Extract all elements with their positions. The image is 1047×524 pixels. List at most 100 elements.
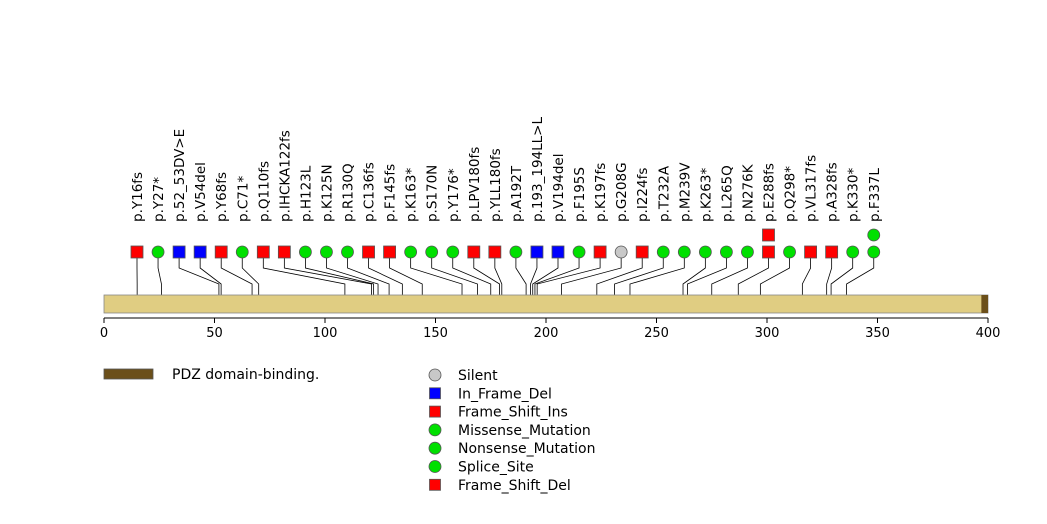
mutation-label: p.T232A: [656, 165, 672, 222]
connector-line: [846, 252, 875, 295]
legend-marker: [429, 405, 441, 418]
mutation-label: p.K330*: [846, 168, 862, 222]
mutation-label: p.Y27*: [151, 177, 167, 222]
connector-line: [561, 252, 622, 295]
mutation-marker: [698, 245, 712, 259]
mutation-marker: [404, 245, 418, 259]
mutation-label: p.L265Q: [719, 165, 735, 222]
legend-domain-label: PDZ domain-binding.: [172, 367, 319, 383]
mutation-marker: [298, 245, 312, 259]
mutation-label: p.Y176*: [446, 168, 462, 222]
x-tick-label: 50: [206, 326, 223, 341]
mutation-marker: [825, 245, 839, 259]
mutation-label: p.IHCKA122fs: [277, 130, 293, 222]
legend-marker: [428, 368, 442, 382]
mutation-marker: [741, 245, 754, 259]
x-tick-label: 150: [423, 326, 448, 341]
mutation-marker: [867, 228, 881, 242]
x-axis: 0 50 100 150 200 250 300 350 400: [100, 317, 1001, 341]
mutation-label: p.N276K: [740, 163, 756, 222]
mutation-label: p.R130Q: [341, 163, 357, 222]
mutation-marker: [172, 245, 186, 259]
mutation-marker: [488, 245, 502, 259]
mutation-label: p.C71*: [235, 176, 251, 222]
mutation-label: p.S170N: [425, 165, 441, 222]
connector-line: [534, 252, 580, 295]
x-tick-label: 0: [100, 326, 108, 341]
mutation-marker: [656, 245, 670, 259]
legend-marker: [429, 478, 441, 491]
connector-line: [304, 252, 375, 295]
connector-line: [389, 252, 423, 295]
mutation-marker: [151, 245, 165, 259]
mutation-label: p.LPV180fs: [467, 147, 483, 222]
connector-line: [536, 252, 601, 295]
mutation-marker: [509, 245, 523, 259]
mutation-marker: [846, 245, 860, 259]
connector-line: [452, 252, 492, 295]
mutation-marker: [362, 245, 375, 259]
legend-label: Silent: [458, 368, 498, 384]
mutation-marker: [446, 245, 460, 259]
mutation-label: p.V194del: [551, 154, 567, 223]
legend-marker: [429, 387, 441, 400]
connector-line: [494, 252, 503, 295]
connector-line: [347, 252, 390, 295]
mutation-labels: p.Y16fs p.Y27* p.52_53DV>E p.V54del p.Y68fs p…: [130, 117, 883, 222]
mutation-label: p.C136fs: [362, 162, 378, 222]
connector-line: [826, 252, 833, 295]
mutation-marker: [614, 245, 628, 259]
mutation-marker: [341, 245, 354, 259]
legend-label: Splice_Site: [458, 460, 534, 476]
mutation-marker: [214, 245, 228, 259]
mutation-marker: [256, 245, 270, 259]
connector-line: [368, 252, 403, 295]
connector-line: [629, 252, 685, 295]
mutation-marker: [193, 245, 207, 259]
connector-line: [596, 252, 643, 295]
connector-line: [614, 252, 664, 295]
mutation-label: p.A328fs: [825, 162, 841, 222]
connector-line: [326, 252, 379, 295]
connector-line: [431, 252, 478, 295]
connector-lines: [136, 252, 875, 295]
connector-line: [737, 252, 769, 295]
mutation-label: p.VL317fs: [804, 155, 820, 222]
mutation-marker: [130, 245, 144, 259]
connector-line: [530, 252, 538, 295]
legend-label: Frame_Shift_Ins: [458, 405, 568, 421]
mutation-marker: [277, 245, 291, 259]
mutation-marker: [383, 245, 397, 259]
protein-bar: [103, 294, 989, 314]
connector-line: [801, 252, 811, 295]
legend-label: Nonsense_Mutation: [458, 441, 595, 457]
mutation-label: p.Q298*: [783, 166, 799, 222]
mutation-label: p.193_194LL>L: [530, 117, 546, 222]
x-tick-label: 350: [865, 326, 890, 341]
mutation-marker: [551, 245, 565, 259]
mutation-label: p.Y16fs: [130, 172, 146, 222]
mutation-marker: [804, 245, 817, 259]
mutation-label: p.E288fs: [762, 163, 778, 222]
connector-line: [515, 252, 527, 295]
legend-marker: [428, 460, 442, 473]
protein-track: [103, 294, 989, 314]
mutation-label: p.Y68fs: [214, 172, 230, 222]
mutation-markers: [130, 228, 881, 259]
x-tick-label: 400: [976, 326, 1001, 341]
mutation-label: p.V54del: [193, 162, 209, 222]
domain-block: [981, 295, 988, 313]
connector-line: [157, 252, 162, 295]
legend-label: In_Frame_Del: [458, 386, 552, 402]
mutation-label: p.YLL180fs: [488, 148, 504, 222]
mutation-marker: [320, 245, 333, 259]
mutation-marker: [425, 245, 439, 259]
mutation-label: p.K163*: [404, 168, 420, 222]
mutation-label: p.G208G: [614, 162, 630, 222]
connector-line: [473, 252, 500, 295]
legend-marker: [428, 423, 442, 437]
x-tick-label: 300: [755, 326, 780, 341]
mutation-label: p.K197fs: [593, 163, 609, 222]
mutation-marker: [530, 245, 544, 259]
legend-marker: [428, 441, 442, 455]
